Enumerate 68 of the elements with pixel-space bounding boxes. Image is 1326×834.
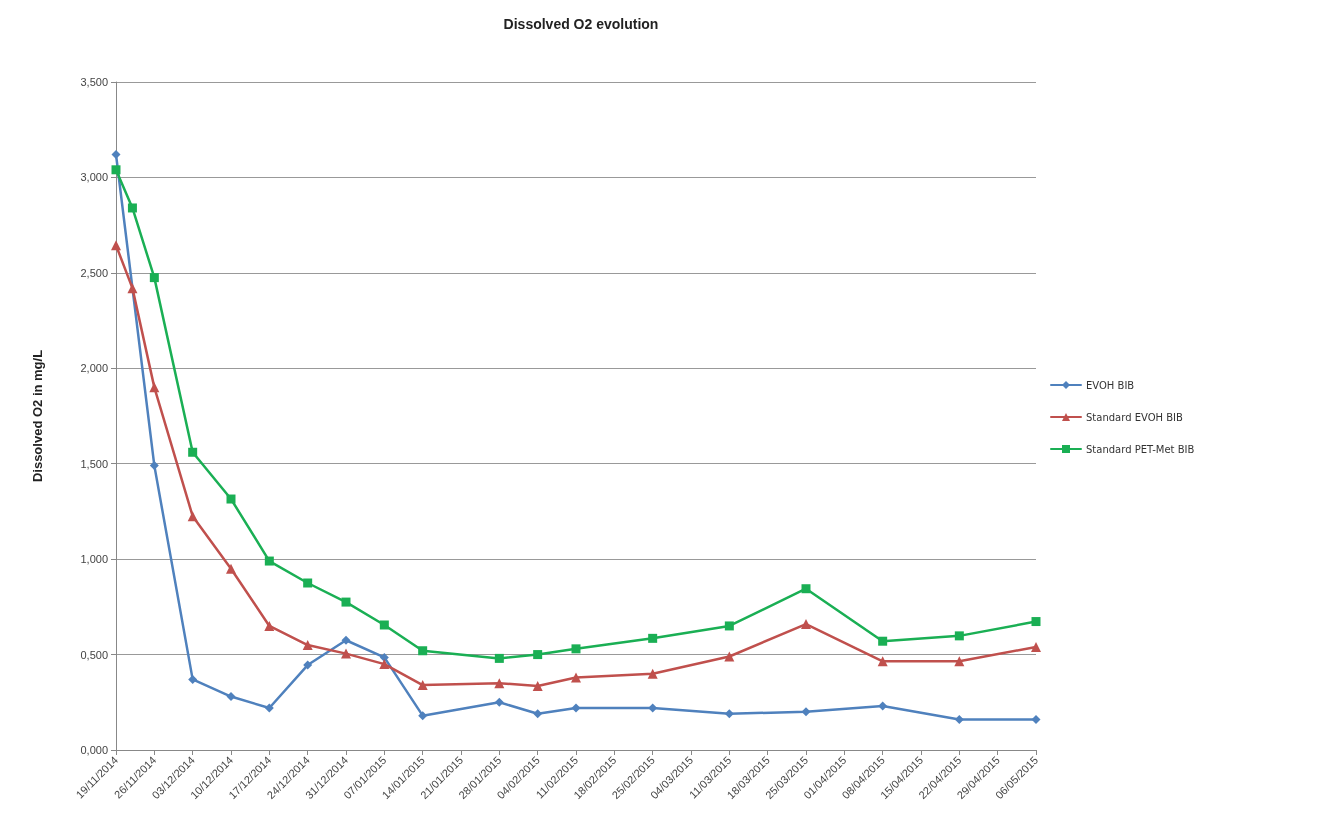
point xyxy=(801,707,811,717)
point xyxy=(149,461,159,471)
point xyxy=(954,631,964,641)
chart-title: Dissolved O2 evolution xyxy=(503,16,659,32)
point xyxy=(801,619,811,630)
point xyxy=(264,703,274,713)
point xyxy=(111,150,121,160)
point xyxy=(188,447,198,457)
point xyxy=(418,711,428,721)
point xyxy=(954,656,965,667)
point xyxy=(379,659,390,670)
point xyxy=(303,660,313,670)
point xyxy=(571,672,581,683)
point xyxy=(127,203,137,213)
point xyxy=(954,714,964,724)
y-tick-label: 2,500 xyxy=(80,266,108,279)
y-tick-label: 3,500 xyxy=(80,76,108,88)
legend-label: Standard PET-Met BIB xyxy=(1086,443,1195,455)
point xyxy=(226,494,236,504)
legend-label: EVOH BIB xyxy=(1086,379,1135,391)
point xyxy=(187,511,198,522)
point xyxy=(264,620,275,631)
point xyxy=(533,709,543,719)
point xyxy=(379,620,389,630)
point xyxy=(127,283,138,294)
y-tick-label: 1,500 xyxy=(80,457,108,470)
point xyxy=(341,648,351,659)
point xyxy=(111,240,121,251)
y-axis-title: Dissolved O2 in mg/L xyxy=(30,349,45,483)
point xyxy=(724,621,734,631)
point xyxy=(494,653,504,663)
point xyxy=(494,697,504,707)
point xyxy=(1031,714,1041,724)
point xyxy=(878,636,888,646)
point xyxy=(1031,641,1041,652)
point xyxy=(648,633,658,643)
point xyxy=(226,563,236,574)
y-tick-label: 2,000 xyxy=(80,362,108,375)
point xyxy=(302,640,313,651)
y-tick-label: 0,500 xyxy=(80,648,108,661)
point xyxy=(341,635,351,645)
y-tick-label: 3,000 xyxy=(80,171,108,184)
point xyxy=(532,681,543,692)
point xyxy=(724,709,734,719)
point xyxy=(149,382,160,393)
point xyxy=(647,668,658,679)
legend-label: Standard EVOH BIB xyxy=(1086,411,1184,423)
point xyxy=(801,584,811,594)
point xyxy=(303,578,313,588)
point xyxy=(571,644,581,654)
y-tick-label: 0,000 xyxy=(80,744,108,756)
point xyxy=(188,674,198,684)
point xyxy=(264,556,274,566)
point xyxy=(533,650,543,660)
point xyxy=(1031,617,1041,627)
point xyxy=(724,651,735,662)
point xyxy=(379,652,389,662)
point xyxy=(571,703,581,713)
point xyxy=(494,678,505,689)
point xyxy=(111,165,121,175)
point xyxy=(341,597,351,607)
y-tick-label: 1,000 xyxy=(80,553,108,566)
point xyxy=(877,656,888,667)
point xyxy=(878,701,888,711)
point xyxy=(226,692,236,702)
point xyxy=(417,680,428,691)
point xyxy=(149,273,159,283)
point xyxy=(418,646,428,656)
